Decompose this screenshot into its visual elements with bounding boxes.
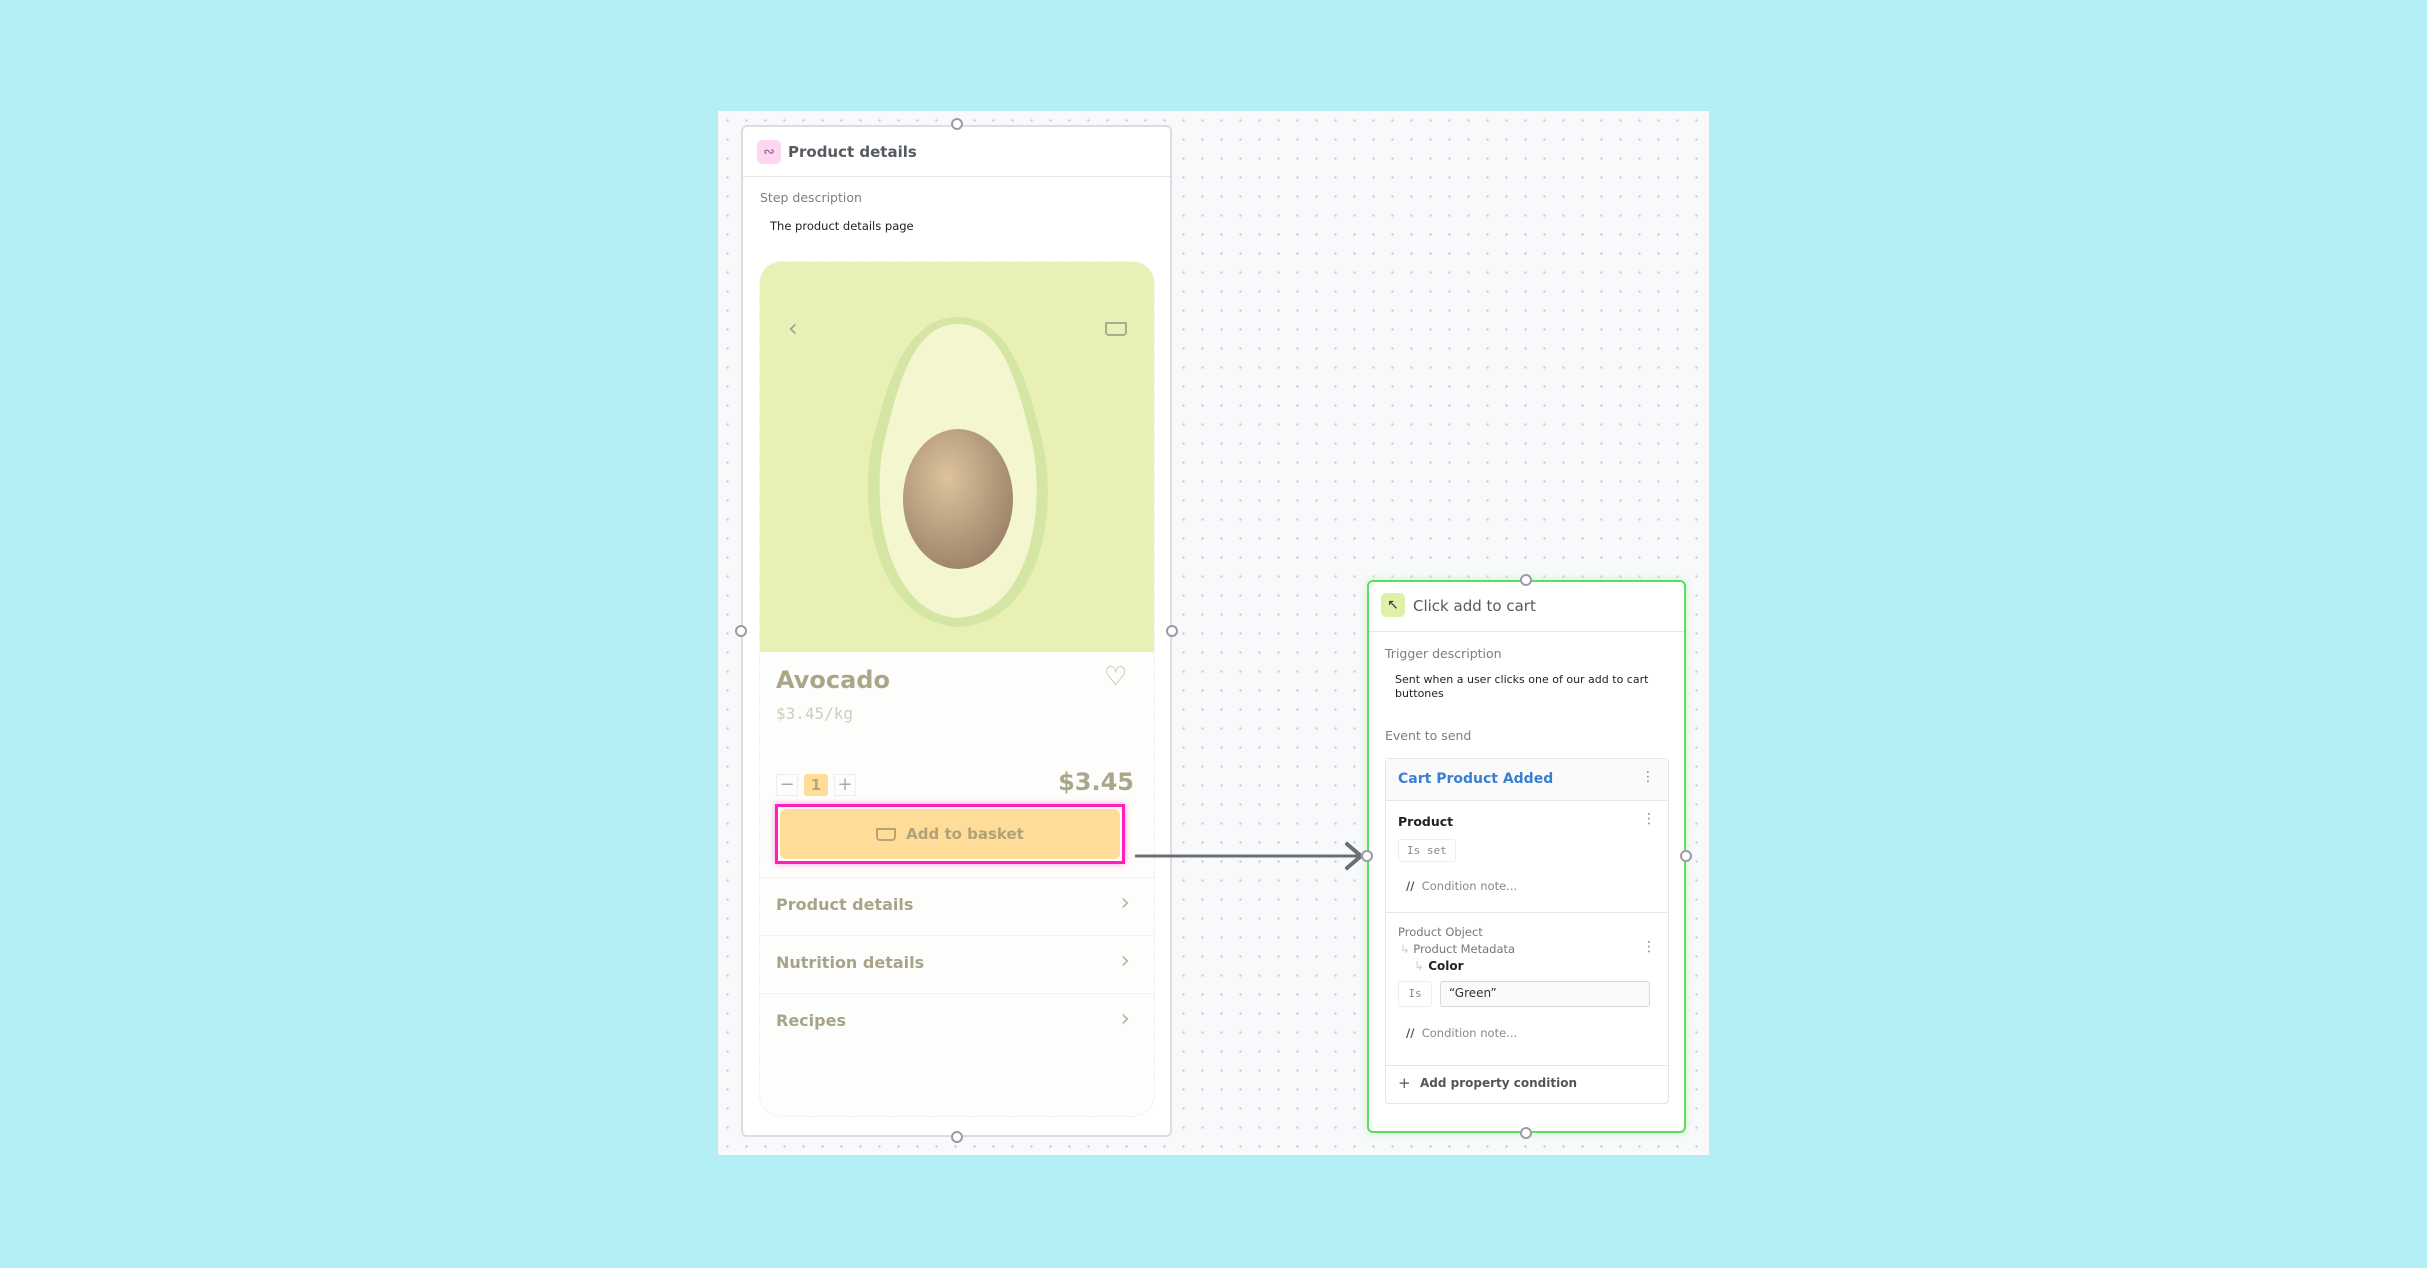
plus-icon: + xyxy=(1398,1074,1411,1092)
row-label: Product details xyxy=(776,895,914,914)
trigger-card-click-add-to-cart[interactable]: ↖ Click add to cart Trigger description … xyxy=(1367,580,1686,1133)
operator-chip[interactable]: Is xyxy=(1398,981,1432,1007)
connection-handle-left[interactable] xyxy=(735,625,747,637)
chevron-right-icon: › xyxy=(1120,946,1130,974)
basket-icon[interactable] xyxy=(1105,322,1127,336)
connection-handle-bottom[interactable] xyxy=(1520,1127,1532,1139)
add-to-basket-label: Add to basket xyxy=(906,825,1024,843)
step-description-label: Step description xyxy=(760,190,862,205)
nutrition-details-row[interactable]: Nutrition details › xyxy=(760,935,1154,993)
quantity-value[interactable]: 1 xyxy=(804,774,828,796)
condition-note[interactable]: // Condition note... xyxy=(1406,879,1518,893)
cursor-click-icon: ↖ xyxy=(1381,593,1405,617)
product-screenshot: ‹ Avocado $3.45/kg ♡ − 1 + $3.45 Add to … xyxy=(759,261,1155,1117)
product-details-row[interactable]: Product details › xyxy=(760,877,1154,935)
event-to-send-label: Event to send xyxy=(1385,728,1472,743)
property-path-label: Product Metadata xyxy=(1413,942,1516,956)
trigger-card-title: Click add to cart xyxy=(1413,597,1536,615)
property-path-root: Product Object xyxy=(1398,925,1483,939)
heart-icon[interactable]: ♡ xyxy=(1104,662,1128,692)
connection-handle-right[interactable] xyxy=(1680,850,1692,862)
divider xyxy=(1386,912,1667,913)
unit-price: $3.45/kg xyxy=(776,704,854,723)
more-options-icon[interactable]: ⋮ xyxy=(1642,939,1656,955)
flow-icon: ∾ xyxy=(757,140,781,164)
connection-handle-top[interactable] xyxy=(951,118,963,130)
row-label: Nutrition details xyxy=(776,953,925,972)
add-to-basket-button[interactable]: Add to basket xyxy=(780,809,1120,859)
condition-property: Product xyxy=(1398,814,1454,829)
condition-value-input[interactable]: “Green” xyxy=(1440,981,1650,1007)
more-options-icon[interactable]: ⋮ xyxy=(1641,769,1655,785)
property-path-leaf: ↳ Color xyxy=(1414,959,1464,973)
step-card-product-details[interactable]: ∾ Product details Step description The p… xyxy=(741,125,1172,1137)
more-options-icon[interactable]: ⋮ xyxy=(1642,811,1656,827)
event-header[interactable]: Cart Product Added ⋮ xyxy=(1386,759,1667,801)
step-card-title: Product details xyxy=(788,143,917,161)
chevron-right-icon: › xyxy=(1120,888,1130,916)
connector-arrow[interactable] xyxy=(1133,838,1373,874)
operator-chip[interactable]: Is set xyxy=(1398,839,1456,862)
connection-handle-bottom[interactable] xyxy=(951,1131,963,1143)
decrease-quantity-button[interactable]: − xyxy=(776,774,798,796)
product-name: Avocado xyxy=(776,666,890,694)
step-description[interactable]: The product details page xyxy=(770,219,914,233)
connection-handle-right[interactable] xyxy=(1166,625,1178,637)
total-price: $3.45 xyxy=(1058,768,1134,796)
add-property-condition-label: Add property condition xyxy=(1420,1076,1578,1090)
event-name[interactable]: Cart Product Added xyxy=(1398,771,1554,787)
trigger-description-label: Trigger description xyxy=(1385,646,1502,661)
back-chevron-icon[interactable]: ‹ xyxy=(788,314,798,342)
trigger-description[interactable]: Sent when a user clicks one of our add t… xyxy=(1395,673,1649,700)
connection-handle-top[interactable] xyxy=(1520,574,1532,586)
row-label: Recipes xyxy=(776,1011,846,1030)
property-path-child: ↳ Product Metadata xyxy=(1400,942,1516,956)
connection-handle-left[interactable] xyxy=(1361,850,1373,862)
condition-note-text: Condition note... xyxy=(1421,879,1518,893)
product-image: ‹ xyxy=(760,262,1154,652)
trigger-card-header: ↖ Click add to cart xyxy=(1369,582,1684,632)
property-path-label: Color xyxy=(1428,959,1464,973)
event-box: Cart Product Added ⋮ Product ⋮ Is set //… xyxy=(1385,758,1669,1104)
add-to-basket-highlight: Add to basket xyxy=(775,804,1125,864)
chevron-right-icon: › xyxy=(1120,1004,1130,1032)
step-card-header: ∾ Product details xyxy=(743,127,1170,177)
basket-icon xyxy=(876,827,897,841)
condition-note-text: Condition note... xyxy=(1421,1026,1518,1040)
add-property-condition-button[interactable]: + Add property condition xyxy=(1386,1065,1667,1103)
recipes-row[interactable]: Recipes › xyxy=(760,993,1154,1051)
condition-note[interactable]: // Condition note... xyxy=(1406,1026,1518,1040)
increase-quantity-button[interactable]: + xyxy=(834,774,856,796)
